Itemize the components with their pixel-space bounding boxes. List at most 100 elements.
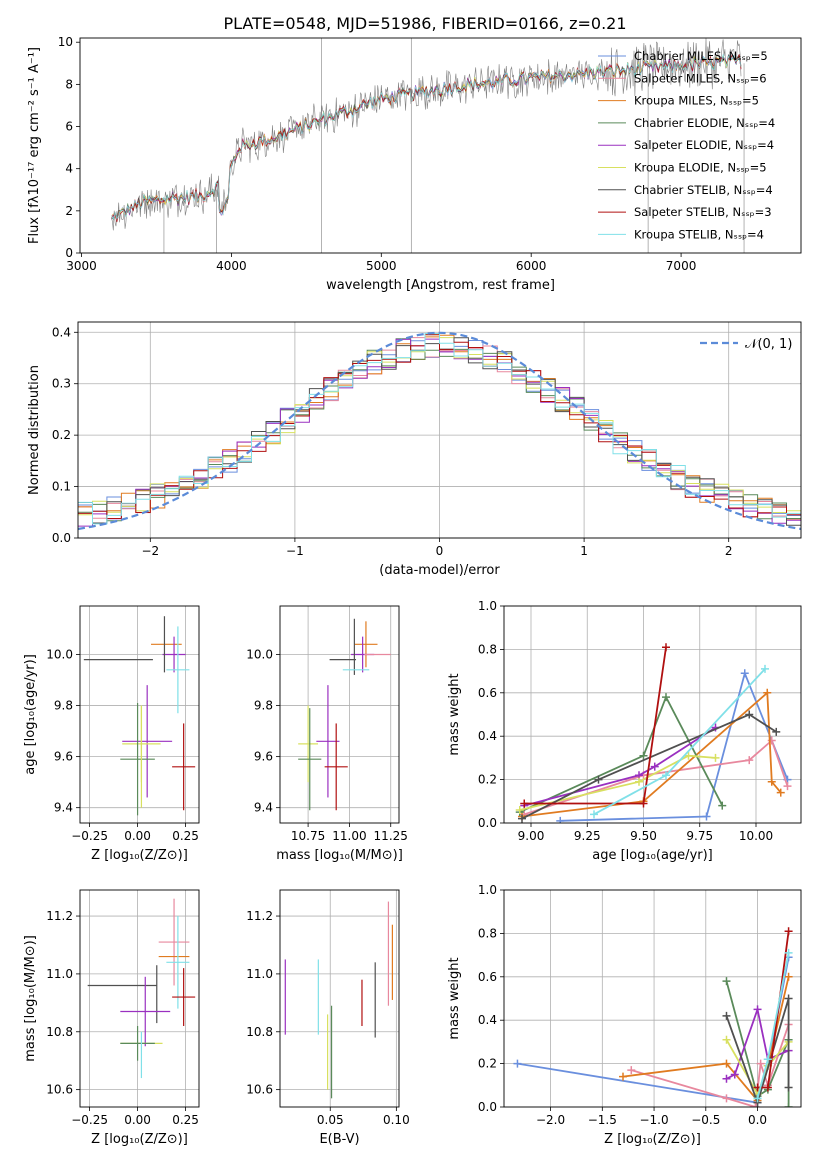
y-tick-label: 0.2 xyxy=(478,773,497,787)
weight-marker-kroupa_elodie xyxy=(711,753,720,762)
y-tick-label: 0.4 xyxy=(478,1013,497,1027)
legend-label-salpeter_miles: Salpeter MILES, Nₛₛₚ=6 xyxy=(634,71,767,85)
weight-marker-chabrier_stelib xyxy=(772,727,781,736)
weight-marker-salpeter_stelib xyxy=(763,1083,772,1092)
y-tick-label: 11.2 xyxy=(246,909,273,923)
weight-marker-salpeter_elodie xyxy=(650,762,659,771)
y-tick-label: 9.6 xyxy=(54,750,73,764)
axes-frame xyxy=(279,889,400,1108)
plot-area xyxy=(284,901,393,1099)
weight-marker-kroupa_miles xyxy=(722,1059,731,1068)
legend-label-salpeter_stelib: Salpeter STELIB, Nₛₛₚ=3 xyxy=(634,205,772,219)
spectrum-legend: Chabrier MILES, Nₛₛₚ=5 Salpeter MILES, Nₛ… xyxy=(598,49,775,241)
grid xyxy=(504,889,801,1108)
y-tick-label: 1.0 xyxy=(478,599,497,613)
legend-label-chabrier_miles: Chabrier MILES, Nₛₛₚ=5 xyxy=(634,49,768,63)
x-tick-label: −2 xyxy=(141,544,159,558)
panel-age_vs_Z: −0.25 0.00 0.25 9.4 9.6 9.8 10.0 Z [log₁₀(Z/Z⊙)… xyxy=(23,605,200,863)
weight-marker-salpeter_stelib xyxy=(520,799,529,808)
weight-marker-salpeter_elodie xyxy=(730,1070,739,1079)
x-tick-label: 6000 xyxy=(516,259,547,273)
x-tick-label: 10.75 xyxy=(291,829,325,843)
x-tick-label: 0.25 xyxy=(172,1113,199,1127)
weight-marker-chabrier_stelib xyxy=(594,775,603,784)
x-tick-label: 1 xyxy=(580,544,588,558)
weight-marker-salpeter_miles xyxy=(627,1066,636,1075)
plot-area xyxy=(515,643,792,823)
weight-marker-chabrier_stelib xyxy=(518,814,526,823)
y-axis-label: mass weight xyxy=(447,673,462,755)
weight-marker-kroupa_elodie xyxy=(684,751,693,760)
y-tick-label: 0 xyxy=(65,246,73,260)
y-axis-label: Normed distribution xyxy=(27,365,42,495)
x-tick-label: 10.00 xyxy=(739,829,773,843)
weight-marker-salpeter_miles xyxy=(745,756,754,765)
x-tick-label: 9.75 xyxy=(686,829,713,843)
legend-label-chabrier_elodie: Chabrier ELODIE, Nₛₛₚ=4 xyxy=(634,116,775,130)
y-tick-label: 9.4 xyxy=(254,801,273,815)
histogram-kroupa_stelib xyxy=(78,333,801,525)
plot-area xyxy=(78,331,801,531)
x-tick-label: 9.50 xyxy=(630,829,657,843)
y-tick-label: 8 xyxy=(65,77,73,91)
x-tick-label: 0 xyxy=(436,544,444,558)
y-tick-label: 0.1 xyxy=(52,480,71,494)
weight-marker-salpeter_elodie xyxy=(722,1074,731,1083)
plot-area xyxy=(87,898,196,1079)
x-tick-label: 4000 xyxy=(216,259,247,273)
axes-frame xyxy=(79,37,802,254)
x-axis-label: E(B-V) xyxy=(319,1132,359,1147)
x-axis-label: mass [log₁₀(M/M⊙)] xyxy=(276,848,403,863)
weight-marker-salpeter_miles xyxy=(756,1059,765,1068)
panel-age_vs_mass: 10.75 11.00 11.25 9.4 9.6 9.8 10.0 mass [log₁₀(… xyxy=(246,605,408,863)
y-tick-label: 10.8 xyxy=(246,1025,273,1039)
panel-residuals: −2 −1 0 1 2 0.0 0.1 0.2 0.3 0.4 (data-model)/error… xyxy=(27,321,802,578)
observed-spectrum xyxy=(111,38,742,231)
legend-label-kroupa_miles: Kroupa MILES, Nₛₛₚ=5 xyxy=(634,94,759,108)
weight-line-salpeter_elodie xyxy=(524,726,716,807)
x-tick-label: 0.05 xyxy=(317,1113,344,1127)
weight-marker-chabrier_miles xyxy=(556,816,565,823)
figure-title: PLATE=0548, MJD=51986, FIBERID=0166, z=0… xyxy=(223,14,626,33)
grid xyxy=(280,606,399,823)
y-tick-label: 0.2 xyxy=(478,1057,497,1071)
weight-line-chabrier_elodie xyxy=(519,694,724,813)
y-tick-label: 6 xyxy=(65,120,73,134)
plot-area xyxy=(83,616,196,816)
y-tick-label: 1.0 xyxy=(478,883,497,897)
weight-marker-chabrier_elodie xyxy=(718,801,727,810)
x-tick-label: 7000 xyxy=(666,259,697,273)
weight-marker-kroupa_stelib xyxy=(761,664,769,673)
weight-marker-chabrier_elodie xyxy=(722,977,731,986)
axes-frame xyxy=(79,889,200,1108)
grid xyxy=(504,605,801,824)
panel-mass_vs_Z: −0.25 0.00 0.25 10.6 10.8 11.0 11.2 Z [log₁₀(Z/… xyxy=(23,889,200,1147)
x-axis-label: wavelength [Angstrom, rest frame] xyxy=(326,278,555,293)
x-tick-label: 0.00 xyxy=(124,1113,151,1127)
y-axis-label: Flux [fλ10⁻¹⁷ erg cm⁻² s⁻¹ A⁻¹] xyxy=(27,47,42,244)
y-tick-label: 4 xyxy=(65,162,73,176)
weight-line-chabrier_miles xyxy=(517,957,790,1104)
x-axis-label: (data-model)/error xyxy=(379,563,500,578)
weight-marker-salpeter_stelib xyxy=(639,799,648,808)
legend-label-kroupa_stelib: Kroupa STELIB, Nₛₛₚ=4 xyxy=(634,227,764,241)
model-spectrum-kroupa_stelib xyxy=(111,53,742,220)
weight-marker-kroupa_miles xyxy=(763,688,772,697)
x-tick-label: 0.0 xyxy=(748,1113,767,1127)
y-tick-label: 0.4 xyxy=(478,729,497,743)
y-axis-label: mass [log₁₀(M/M⊙)] xyxy=(23,935,38,1062)
x-tick-label: −0.25 xyxy=(71,1113,108,1127)
grid xyxy=(80,890,199,1107)
y-tick-label: 0.0 xyxy=(478,1100,497,1114)
axes-frame xyxy=(79,605,200,824)
weight-marker-chabrier_elodie xyxy=(784,1103,793,1107)
weight-marker-salpeter_elodie xyxy=(753,1005,762,1014)
weight-marker-salpeter_miles xyxy=(751,1103,760,1107)
y-tick-label: 10.6 xyxy=(46,1083,73,1097)
weight-marker-salpeter_miles xyxy=(722,1094,731,1103)
weight-marker-kroupa_stelib xyxy=(590,810,598,819)
x-tick-label: 5000 xyxy=(366,259,397,273)
weight-marker-salpeter_stelib xyxy=(662,643,670,652)
weight-marker-kroupa_stelib xyxy=(662,771,670,780)
